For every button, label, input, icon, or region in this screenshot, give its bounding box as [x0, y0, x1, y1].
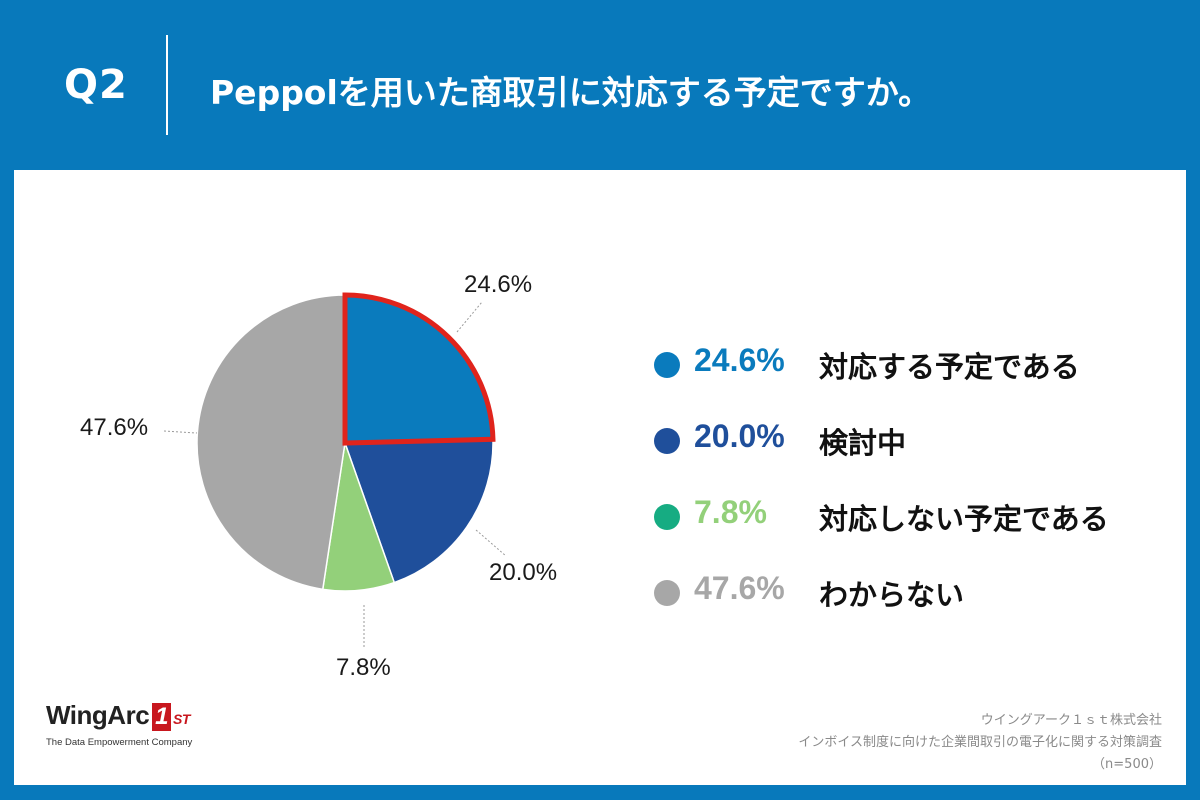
legend-label: 検討中 [819, 426, 907, 460]
legend-dot-icon [654, 580, 680, 606]
chart-card: 24.6% 20.0% 7.8% 47.6% 24.6% 対応する予定である 20.0… [14, 170, 1186, 785]
slice-label-2: 7.8% [336, 654, 391, 681]
legend-item-3: 47.6% わからない [654, 570, 1174, 646]
legend-label: 対応しない予定である [819, 502, 1109, 536]
source-sample: （n=500） [1092, 757, 1162, 772]
slice-label-1: 20.0% [489, 559, 557, 586]
source-note: ウイングアーク１ｓｔ株式会社 インボイス制度に向けた企業間取引の電子化に関する対… [798, 710, 1162, 776]
header-divider [166, 35, 168, 135]
wingarc-logo: WingArc 1 ST The Data Empowerment Company [46, 700, 192, 748]
legend-value: 47.6% [694, 570, 785, 606]
source-company: ウイングアーク１ｓｔ株式会社 [980, 713, 1162, 728]
highlight-outline [342, 292, 496, 446]
pie-slice-3 [196, 294, 346, 591]
legend-label: わからない [819, 578, 965, 612]
logo-wordmark: WingArc 1 ST [46, 700, 192, 731]
legend-value: 7.8% [694, 494, 767, 530]
pie-chart: 24.6% 20.0% 7.8% 47.6% [80, 271, 557, 681]
legend-dot-icon [654, 428, 680, 454]
source-survey: インボイス制度に向けた企業間取引の電子化に関する対策調査 [798, 735, 1162, 750]
legend-value: 20.0% [694, 418, 785, 454]
legend-dot-icon [654, 504, 680, 530]
logo-suffix: ST [173, 711, 190, 727]
legend-item-2: 7.8% 対応しない予定である [654, 494, 1174, 570]
legend-item-0: 24.6% 対応する予定である [654, 342, 1174, 418]
question-title: Peppolを用いた商取引に対応する予定ですか。 [210, 73, 932, 112]
question-number: Q2 [64, 62, 128, 108]
slice-label-3: 47.6% [80, 414, 148, 441]
logo-tagline: The Data Empowerment Company [46, 737, 193, 748]
leader-line-1 [475, 529, 507, 557]
leader-line-3 [163, 430, 198, 434]
header: Q2 Peppolを用いた商取引に対応する予定ですか。 [0, 0, 1200, 170]
legend: 24.6% 対応する予定である 20.0% 検討中 7.8% 対応しない予定であ… [654, 342, 1174, 646]
legend-label: 対応する予定である [819, 350, 1080, 384]
logo-name: WingArc [46, 700, 150, 730]
legend-value: 24.6% [694, 342, 785, 378]
legend-dot-icon [654, 352, 680, 378]
leader-line-0 [456, 301, 483, 333]
slice-label-0: 24.6% [464, 271, 532, 298]
legend-item-1: 20.0% 検討中 [654, 418, 1174, 494]
logo-mark: 1 [152, 703, 172, 731]
